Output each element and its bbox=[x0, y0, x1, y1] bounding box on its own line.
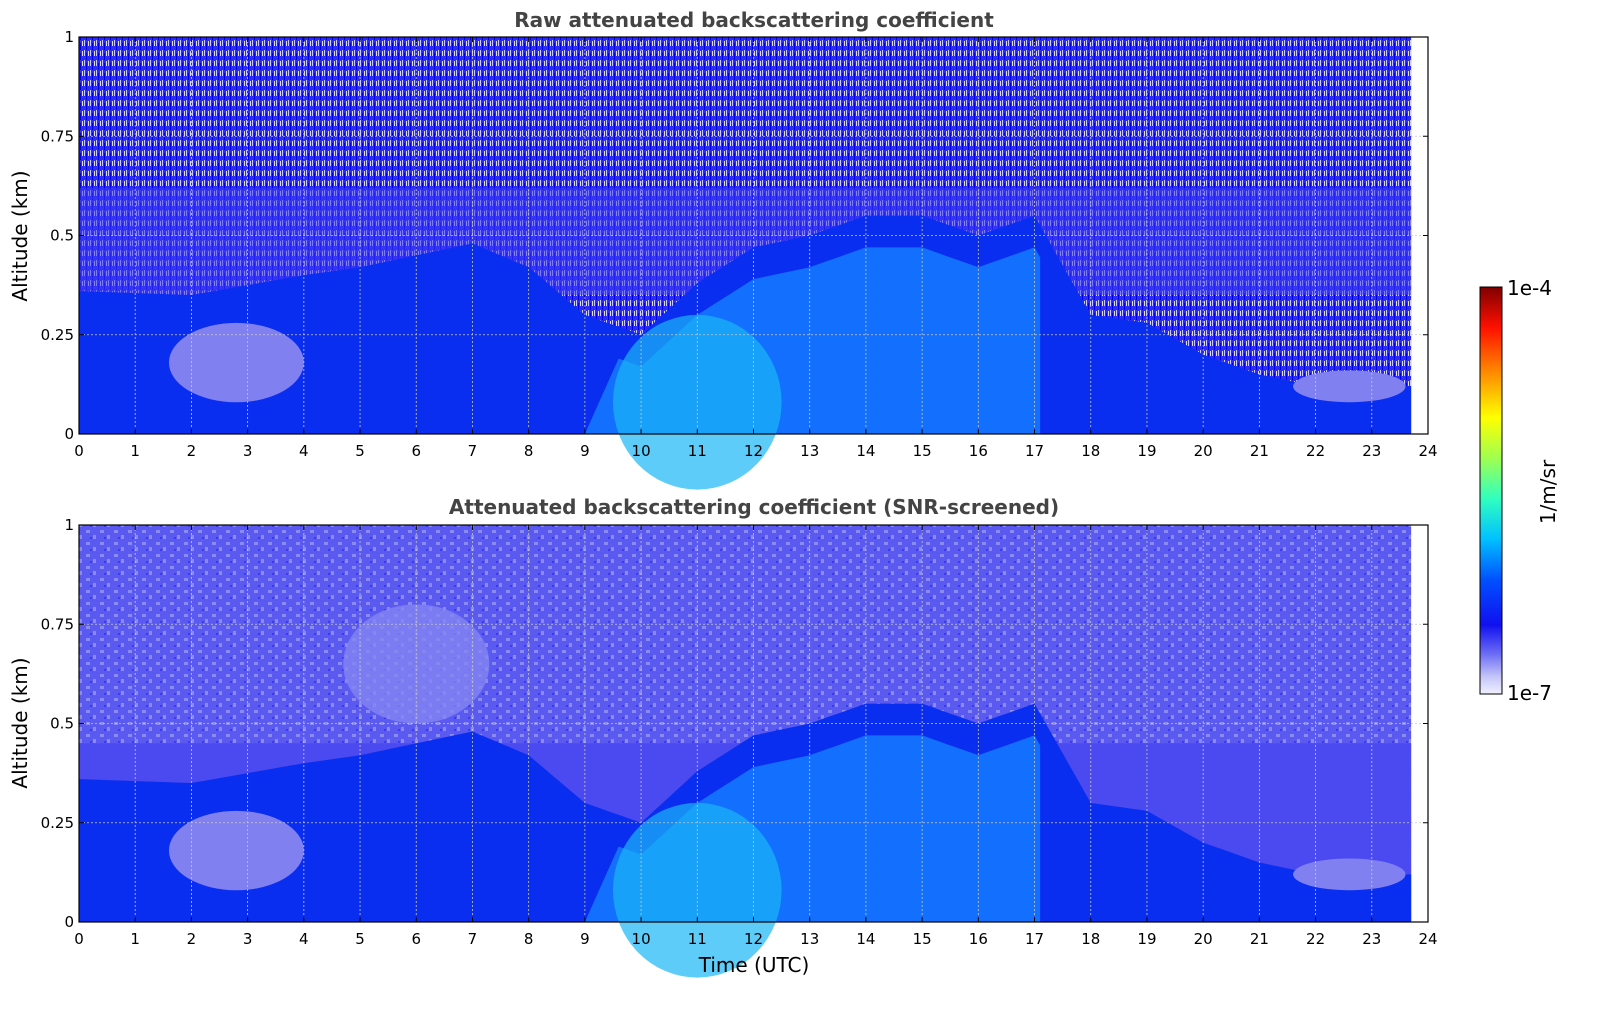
x-tick-label: 15 bbox=[913, 442, 932, 460]
x-tick-label: 16 bbox=[969, 930, 988, 948]
x-tick-label: 21 bbox=[1250, 442, 1269, 460]
x-tick-label: 2 bbox=[187, 930, 197, 948]
x-tick-label: 12 bbox=[744, 930, 763, 948]
x-tick-label: 1 bbox=[130, 442, 140, 460]
y-tick-label: 0.5 bbox=[50, 715, 74, 733]
x-tick-label: 10 bbox=[632, 930, 651, 948]
y-tick-label: 0.75 bbox=[41, 127, 74, 145]
x-tick-label: 3 bbox=[243, 930, 253, 948]
colorbar-min-label: 1e-7 bbox=[1507, 681, 1552, 705]
low-signal-patch bbox=[343, 604, 490, 724]
colorbar-max-label: 1e-4 bbox=[1507, 276, 1552, 300]
x-tick-label: 2 bbox=[187, 442, 197, 460]
colorbar: 1e-4 1e-7 1/m/sr bbox=[1479, 276, 1560, 705]
y-axis-label: Altitude (km) bbox=[8, 170, 32, 301]
x-tick-label: 23 bbox=[1362, 930, 1381, 948]
x-tick-label: 4 bbox=[299, 930, 309, 948]
y-tick-label: 1 bbox=[64, 28, 74, 46]
x-tick-label: 14 bbox=[856, 930, 875, 948]
x-tick-label: 6 bbox=[411, 930, 421, 948]
x-tick-label: 13 bbox=[800, 442, 819, 460]
x-tick-label: 7 bbox=[468, 442, 478, 460]
x-tick-label: 14 bbox=[856, 442, 875, 460]
y-tick-label: 0.5 bbox=[50, 227, 74, 245]
y-tick-label: 0.75 bbox=[41, 615, 74, 633]
x-tick-label: 5 bbox=[355, 442, 365, 460]
x-tick-label: 15 bbox=[913, 930, 932, 948]
x-tick-label: 24 bbox=[1418, 442, 1437, 460]
y-axis-label: Altitude (km) bbox=[8, 657, 32, 788]
chart-title: Raw attenuated backscattering coefficien… bbox=[514, 8, 994, 32]
x-tick-label: 16 bbox=[969, 442, 988, 460]
x-tick-label: 22 bbox=[1306, 442, 1325, 460]
x-tick-label: 19 bbox=[1137, 442, 1156, 460]
heatmap-plot-area: 0 1 2 3 4 5 6 7 8 9 10 11 12 13 14 15 16 17 18 19 20 21 22 23 24… bbox=[41, 516, 1438, 978]
x-tick-label: 22 bbox=[1306, 930, 1325, 948]
x-tick-label: 18 bbox=[1081, 930, 1100, 948]
x-tick-label: 4 bbox=[299, 442, 309, 460]
x-tick-label: 11 bbox=[688, 442, 707, 460]
low-signal-patch bbox=[168, 322, 304, 403]
chart-title: Attenuated backscattering coefficient (S… bbox=[449, 495, 1059, 519]
x-tick-label: 9 bbox=[580, 930, 590, 948]
x-tick-label: 5 bbox=[355, 930, 365, 948]
x-tick-label: 19 bbox=[1137, 930, 1156, 948]
x-tick-label: 10 bbox=[632, 442, 651, 460]
x-tick-label: 12 bbox=[744, 442, 763, 460]
low-signal-patch bbox=[168, 810, 304, 891]
y-tick-label: 0.25 bbox=[41, 814, 74, 832]
colorbar-gradient bbox=[1479, 286, 1503, 695]
x-tick-label: 8 bbox=[524, 930, 534, 948]
x-tick-label: 23 bbox=[1362, 442, 1381, 460]
y-tick-label: 0 bbox=[64, 913, 74, 931]
x-tick-label: 7 bbox=[468, 930, 478, 948]
x-tick-label: 0 bbox=[74, 442, 84, 460]
x-tick-label: 1 bbox=[130, 930, 140, 948]
panel-raw: Raw attenuated backscattering coefficien… bbox=[8, 8, 1438, 490]
x-tick-label: 0 bbox=[74, 930, 84, 948]
heatmap-plot-area: 0 1 2 3 4 5 6 7 8 9 10 11 12 13 14 15 16 17 18 19 20 21 22 23 24… bbox=[41, 28, 1438, 490]
x-tick-label: 17 bbox=[1025, 930, 1044, 948]
x-tick-label: 17 bbox=[1025, 442, 1044, 460]
y-tick-label: 1 bbox=[64, 516, 74, 534]
x-tick-label: 8 bbox=[524, 442, 534, 460]
y-tick-label: 0.25 bbox=[41, 326, 74, 344]
low-signal-patch bbox=[1293, 858, 1406, 891]
x-tick-label: 13 bbox=[800, 930, 819, 948]
low-signal-patch bbox=[1293, 370, 1406, 403]
x-tick-label: 21 bbox=[1250, 930, 1269, 948]
colorbar-unit-label: 1/m/sr bbox=[1536, 459, 1560, 524]
x-axis-label: Time (UTC) bbox=[698, 953, 810, 977]
panel-snr-screened: Attenuated backscattering coefficient (S… bbox=[8, 495, 1438, 978]
x-tick-label: 20 bbox=[1194, 442, 1213, 460]
x-tick-label: 3 bbox=[243, 442, 253, 460]
x-tick-label: 20 bbox=[1194, 930, 1213, 948]
x-tick-label: 6 bbox=[411, 442, 421, 460]
x-tick-label: 11 bbox=[688, 930, 707, 948]
x-tick-label: 18 bbox=[1081, 442, 1100, 460]
y-tick-label: 0 bbox=[64, 425, 74, 443]
x-tick-label: 24 bbox=[1418, 930, 1437, 948]
x-tick-label: 9 bbox=[580, 442, 590, 460]
